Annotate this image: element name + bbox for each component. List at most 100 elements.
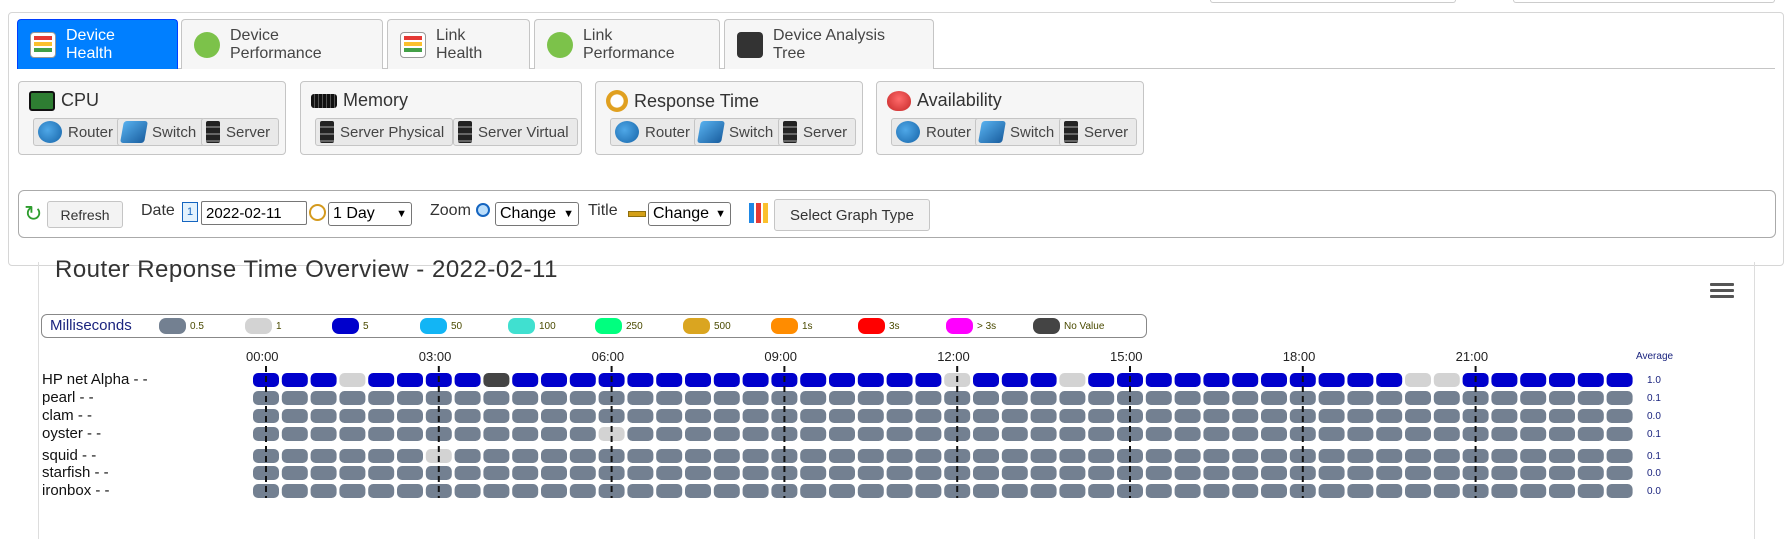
heatmap-cell[interactable]: [483, 427, 510, 441]
heatmap-cell[interactable]: [1059, 484, 1086, 498]
heatmap-cell[interactable]: [1462, 427, 1489, 441]
availability-switch-button[interactable]: Switch: [975, 118, 1064, 146]
heatmap-cell[interactable]: [1203, 391, 1230, 405]
heatmap-cell[interactable]: [627, 373, 654, 387]
heatmap-cell[interactable]: [541, 484, 567, 498]
heatmap-cell[interactable]: [915, 427, 942, 441]
heatmap-cell[interactable]: [1491, 466, 1518, 480]
heatmap-cell[interactable]: [569, 427, 596, 441]
heatmap-cell[interactable]: [771, 466, 798, 480]
heatmap-cell[interactable]: [1549, 427, 1575, 441]
heatmap-cell[interactable]: [1232, 466, 1259, 480]
availability-server-button[interactable]: Server: [1059, 118, 1138, 146]
heatmap-cell[interactable]: [1376, 409, 1403, 423]
heatmap-cell[interactable]: [397, 466, 423, 480]
heatmap-cell[interactable]: [1174, 373, 1201, 387]
legend-item[interactable]: > 3s: [946, 318, 996, 334]
heatmap-cell[interactable]: [1318, 427, 1345, 441]
heatmap-cell[interactable]: [742, 484, 769, 498]
heatmap-cell[interactable]: [1405, 449, 1431, 463]
heatmap-cell[interactable]: [483, 466, 510, 480]
heatmap-cell[interactable]: [1145, 391, 1172, 405]
heatmap-cell[interactable]: [454, 409, 481, 423]
heatmap-cell[interactable]: [1145, 449, 1172, 463]
heatmap-cell[interactable]: [1549, 391, 1575, 405]
heatmap-cell[interactable]: [1491, 373, 1518, 387]
heatmap-cell[interactable]: [742, 449, 769, 463]
heatmap-cell[interactable]: [1405, 373, 1431, 387]
heatmap-cell[interactable]: [829, 427, 855, 441]
heatmap-cell[interactable]: [1030, 449, 1057, 463]
heatmap-cell[interactable]: [253, 427, 279, 441]
heatmap-cell[interactable]: [1001, 409, 1028, 423]
heatmap-cell[interactable]: [1520, 427, 1547, 441]
heatmap-cell[interactable]: [1001, 484, 1028, 498]
heatmap-cell[interactable]: [368, 427, 395, 441]
heatmap-cell[interactable]: [915, 466, 942, 480]
hamburger-menu-icon[interactable]: [1710, 283, 1734, 303]
heatmap-cell[interactable]: [483, 449, 510, 463]
heatmap-cell[interactable]: [1606, 373, 1633, 387]
heatmap-cell[interactable]: [915, 373, 942, 387]
heatmap-cell[interactable]: [1001, 449, 1028, 463]
heatmap-cell[interactable]: [425, 427, 452, 441]
heatmap-cell[interactable]: [1174, 409, 1201, 423]
heatmap-cell[interactable]: [1577, 427, 1604, 441]
tab-link-health[interactable]: Link Health: [387, 19, 530, 69]
legend-item[interactable]: 100: [508, 318, 556, 334]
heatmap-cell[interactable]: [1577, 484, 1604, 498]
heatmap-cell[interactable]: [1059, 466, 1086, 480]
heatmap-cell[interactable]: [1261, 409, 1287, 423]
heatmap-cell[interactable]: [541, 449, 567, 463]
heatmap-cell[interactable]: [598, 466, 625, 480]
heatmap-cell[interactable]: [454, 373, 481, 387]
heatmap-cell[interactable]: [1261, 373, 1287, 387]
heatmap-cell[interactable]: [339, 427, 366, 441]
heatmap-cell[interactable]: [973, 466, 999, 480]
heatmap-cell[interactable]: [1318, 373, 1345, 387]
heatmap-cell[interactable]: [656, 391, 683, 405]
heatmap-cell[interactable]: [281, 466, 308, 480]
heatmap-cell[interactable]: [685, 449, 711, 463]
cpu-switch-button[interactable]: Switch: [117, 118, 206, 146]
heatmap-cell[interactable]: [886, 449, 913, 463]
heatmap-cell[interactable]: [1088, 484, 1115, 498]
heatmap-cell[interactable]: [1347, 391, 1374, 405]
cpu-router-button[interactable]: Router: [33, 118, 123, 146]
heatmap-cell[interactable]: [1433, 391, 1460, 405]
heatmap-cell[interactable]: [1491, 409, 1518, 423]
heatmap-cell[interactable]: [1174, 484, 1201, 498]
heatmap-cell[interactable]: [1088, 449, 1115, 463]
legend-item[interactable]: 3s: [858, 318, 900, 334]
heatmap-cell[interactable]: [1232, 391, 1259, 405]
heatmap-cell[interactable]: [713, 409, 740, 423]
heatmap-cell[interactable]: [541, 373, 567, 387]
heatmap-cell[interactable]: [800, 427, 827, 441]
heatmap-cell[interactable]: [973, 373, 999, 387]
heatmap-cell[interactable]: [1059, 449, 1086, 463]
heatmap-cell[interactable]: [281, 427, 308, 441]
heatmap-cell[interactable]: [512, 391, 539, 405]
heatmap-cell[interactable]: [512, 466, 539, 480]
heatmap-cell[interactable]: [857, 409, 884, 423]
heatmap-cell[interactable]: [368, 373, 395, 387]
heatmap-cell[interactable]: [569, 449, 596, 463]
heatmap-cell[interactable]: [800, 449, 827, 463]
heatmap-cell[interactable]: [1001, 466, 1028, 480]
heatmap-cell[interactable]: [1059, 427, 1086, 441]
heatmap-cell[interactable]: [656, 466, 683, 480]
legend-item[interactable]: 1: [245, 318, 282, 334]
heatmap-cell[interactable]: [1203, 466, 1230, 480]
heatmap-cell[interactable]: [281, 409, 308, 423]
heatmap-cell[interactable]: [1433, 449, 1460, 463]
heatmap-cell[interactable]: [1059, 409, 1086, 423]
heatmap-cell[interactable]: [1059, 391, 1086, 405]
legend-item[interactable]: 1s: [771, 318, 813, 334]
heatmap-cell[interactable]: [1001, 427, 1028, 441]
tab-device-analysis-tree[interactable]: Device Analysis Tree: [724, 19, 934, 69]
heatmap-cell[interactable]: [1030, 391, 1057, 405]
heatmap-cell[interactable]: [310, 466, 337, 480]
heatmap-cell[interactable]: [569, 409, 596, 423]
refresh-icon[interactable]: ↻: [24, 201, 43, 226]
heatmap-cell[interactable]: [339, 466, 366, 480]
